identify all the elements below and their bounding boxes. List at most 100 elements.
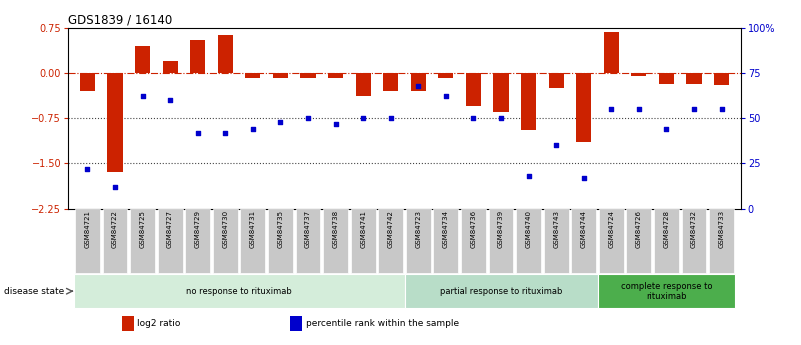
FancyBboxPatch shape: [240, 209, 265, 273]
Point: [109, 184, 122, 190]
FancyBboxPatch shape: [598, 274, 735, 308]
Bar: [383, 73, 398, 91]
FancyBboxPatch shape: [461, 209, 486, 273]
Point: [687, 106, 700, 112]
Point: [578, 175, 590, 181]
Bar: [135, 46, 150, 73]
Point: [384, 115, 397, 121]
Text: GSM84741: GSM84741: [360, 210, 366, 248]
Point: [633, 106, 646, 112]
FancyBboxPatch shape: [323, 209, 348, 273]
Bar: [245, 73, 260, 78]
Point: [81, 166, 94, 171]
Text: GSM84721: GSM84721: [84, 210, 91, 248]
Point: [660, 126, 673, 132]
Point: [247, 126, 260, 132]
Bar: [300, 73, 316, 78]
FancyBboxPatch shape: [406, 209, 431, 273]
Point: [163, 97, 176, 103]
Bar: [290, 316, 302, 331]
Bar: [659, 73, 674, 84]
Text: GSM84735: GSM84735: [277, 210, 284, 248]
Text: GDS1839 / 16140: GDS1839 / 16140: [68, 13, 172, 27]
Bar: [549, 73, 564, 88]
Text: GSM84734: GSM84734: [443, 210, 449, 248]
FancyBboxPatch shape: [130, 209, 155, 273]
Bar: [80, 73, 95, 91]
Point: [605, 106, 618, 112]
Text: GSM84736: GSM84736: [470, 210, 477, 248]
Point: [329, 121, 342, 126]
Bar: [466, 73, 481, 106]
FancyBboxPatch shape: [75, 209, 100, 273]
Text: disease state: disease state: [4, 287, 64, 296]
Bar: [686, 73, 702, 84]
FancyBboxPatch shape: [433, 209, 458, 273]
Point: [549, 142, 562, 148]
FancyBboxPatch shape: [626, 209, 651, 273]
Bar: [411, 73, 426, 91]
Text: GSM84730: GSM84730: [222, 210, 228, 248]
FancyBboxPatch shape: [378, 209, 403, 273]
Text: percentile rank within the sample: percentile rank within the sample: [306, 319, 459, 328]
Bar: [107, 73, 123, 172]
Point: [522, 173, 535, 179]
Text: GSM84722: GSM84722: [112, 210, 118, 248]
Point: [715, 106, 728, 112]
Point: [412, 83, 425, 88]
Bar: [438, 73, 453, 78]
Text: GSM84728: GSM84728: [663, 210, 670, 248]
Bar: [356, 73, 371, 96]
Bar: [521, 73, 536, 130]
FancyBboxPatch shape: [103, 209, 127, 273]
Text: GSM84739: GSM84739: [498, 210, 504, 248]
Bar: [714, 73, 729, 85]
Point: [191, 130, 204, 135]
FancyBboxPatch shape: [74, 274, 405, 308]
Bar: [328, 73, 343, 78]
Bar: [190, 40, 205, 73]
Point: [440, 93, 453, 99]
Point: [274, 119, 287, 125]
Point: [219, 130, 231, 135]
Text: GSM84738: GSM84738: [332, 210, 339, 248]
FancyBboxPatch shape: [296, 209, 320, 273]
Text: log2 ratio: log2 ratio: [138, 319, 181, 328]
FancyBboxPatch shape: [185, 209, 210, 273]
Text: partial response to rituximab: partial response to rituximab: [440, 287, 562, 296]
Text: GSM84732: GSM84732: [691, 210, 697, 248]
Bar: [493, 73, 509, 112]
FancyBboxPatch shape: [571, 209, 596, 273]
Bar: [163, 61, 178, 73]
Text: GSM84729: GSM84729: [195, 210, 201, 248]
Bar: [218, 36, 233, 73]
Text: complete response to
rituximab: complete response to rituximab: [621, 282, 712, 301]
Text: GSM84725: GSM84725: [139, 210, 146, 248]
FancyBboxPatch shape: [599, 209, 624, 273]
FancyBboxPatch shape: [544, 209, 569, 273]
Text: GSM84731: GSM84731: [250, 210, 256, 248]
Text: GSM84724: GSM84724: [608, 210, 614, 248]
Text: GSM84733: GSM84733: [718, 210, 725, 248]
Bar: [273, 73, 288, 78]
Point: [136, 93, 149, 99]
Text: GSM84743: GSM84743: [553, 210, 559, 248]
FancyBboxPatch shape: [213, 209, 238, 273]
FancyBboxPatch shape: [682, 209, 706, 273]
Text: GSM84727: GSM84727: [167, 210, 173, 248]
Bar: [122, 316, 134, 331]
Point: [467, 115, 480, 121]
Text: no response to rituximab: no response to rituximab: [186, 287, 292, 296]
Bar: [631, 73, 646, 76]
Text: GSM84742: GSM84742: [388, 210, 394, 248]
Text: GSM84726: GSM84726: [636, 210, 642, 248]
Text: GSM84740: GSM84740: [525, 210, 532, 248]
Bar: [576, 73, 591, 142]
FancyBboxPatch shape: [268, 209, 293, 273]
Text: GSM84723: GSM84723: [415, 210, 421, 248]
FancyBboxPatch shape: [516, 209, 541, 273]
FancyBboxPatch shape: [351, 209, 376, 273]
FancyBboxPatch shape: [489, 209, 513, 273]
FancyBboxPatch shape: [405, 274, 598, 308]
FancyBboxPatch shape: [654, 209, 679, 273]
